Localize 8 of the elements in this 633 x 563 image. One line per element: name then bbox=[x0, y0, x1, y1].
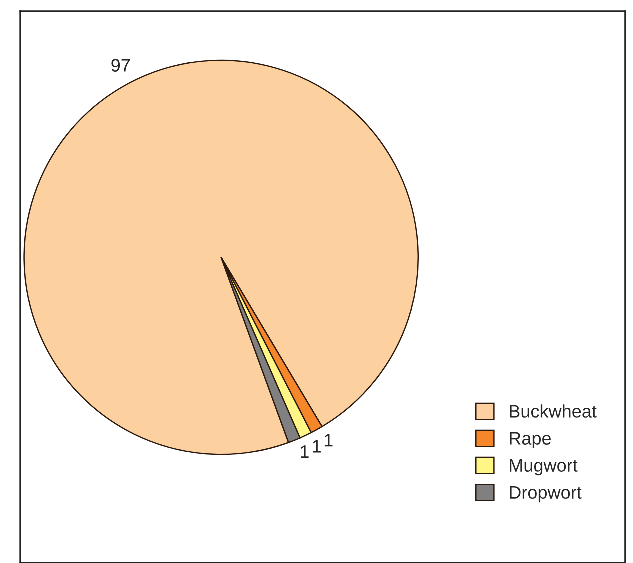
data-label: 1 bbox=[324, 434, 333, 447]
data-label: 97 bbox=[112, 59, 130, 72]
data-label: 1 bbox=[301, 446, 309, 458]
legend-label: Rape bbox=[510, 432, 551, 449]
legend-label: Mugwort bbox=[510, 459, 578, 476]
legend-label: Dropwort bbox=[510, 486, 582, 503]
legend-label: Buckwheat bbox=[510, 404, 597, 418]
data-label: 1 bbox=[313, 440, 321, 453]
